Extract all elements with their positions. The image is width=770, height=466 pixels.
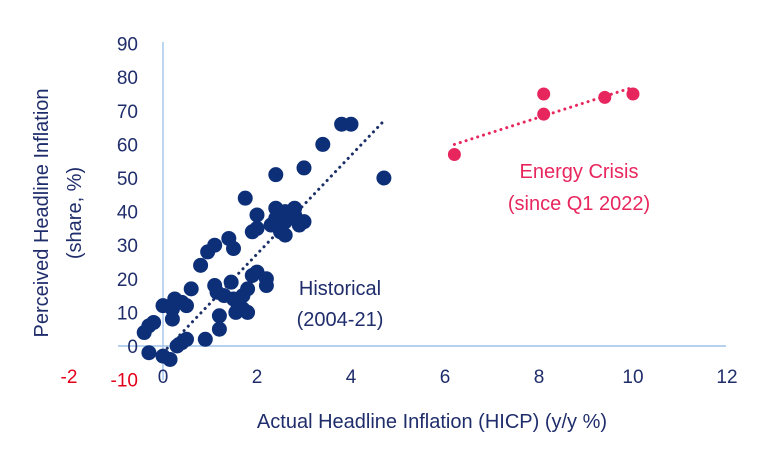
x-tick-labels: -2 0 2 4 6 8 10 12 — [61, 367, 738, 388]
historical-point — [193, 257, 209, 273]
y-tick-label: 90 — [117, 35, 138, 56]
x-tick-label: 0 — [158, 367, 169, 388]
x-axis-title: Actual Headline Inflation (HICP) (y/y %) — [257, 411, 607, 433]
y-tick-label: 80 — [117, 68, 138, 89]
historical-point — [268, 167, 284, 183]
x-tick-label: 12 — [716, 367, 737, 388]
historical-point — [164, 311, 180, 327]
historical-point — [249, 207, 265, 223]
historical-point — [315, 136, 331, 152]
x-tick-label: -2 — [61, 367, 78, 388]
historical-point — [146, 314, 162, 330]
annotations: Historical (2004-21) Energy Crisis (since Q… — [297, 161, 651, 331]
historical-point — [183, 281, 199, 297]
energy-point — [537, 87, 551, 101]
historical-annotation: Historical — [299, 278, 381, 300]
historical-point — [223, 274, 239, 290]
energy-annotation: (since Q1 2022) — [508, 193, 650, 215]
historical-point — [141, 345, 157, 361]
energy-annotation: Energy Crisis — [520, 161, 639, 183]
historical-point — [207, 237, 223, 253]
axes — [118, 42, 726, 380]
historical-point — [179, 298, 194, 314]
energy-point — [598, 90, 612, 104]
x-tick-label: 6 — [440, 367, 451, 388]
y-axis-title-line: Perceived Headline Inflation — [31, 88, 53, 337]
y-tick-label: 60 — [117, 135, 138, 156]
y-tick-label: 50 — [117, 169, 138, 190]
historical-point — [287, 200, 303, 216]
historical-point — [343, 116, 359, 132]
y-tick-labels: -10 0 10 20 30 40 50 60 70 80 90 — [111, 35, 138, 392]
y-axis-title: Perceived Headline Inflation (share, %) — [31, 88, 86, 337]
historical-point — [249, 220, 265, 236]
x-tick-label: 8 — [534, 367, 545, 388]
x-tick-label: 4 — [346, 367, 357, 388]
historical-point — [240, 281, 256, 297]
y-tick-label: 0 — [127, 337, 138, 358]
historical-point — [376, 170, 392, 186]
historical-point — [296, 214, 312, 230]
energy-point — [626, 87, 640, 101]
y-tick-label: 20 — [117, 270, 138, 291]
y-tick-label: 40 — [117, 203, 138, 224]
x-tick-label: 2 — [252, 367, 263, 388]
historical-point — [169, 338, 185, 354]
x-tick-label: 10 — [622, 367, 643, 388]
historical-point — [162, 351, 178, 367]
historical-point — [211, 308, 227, 324]
historical-point — [237, 190, 253, 206]
y-axis-title-line: (share, %) — [64, 167, 86, 259]
energy-trend-line — [452, 85, 635, 146]
historical-point — [226, 241, 241, 257]
energy-point — [537, 107, 551, 121]
y-tick-label: 10 — [117, 303, 138, 324]
energy-point — [447, 147, 461, 161]
historical-point — [197, 331, 213, 347]
data-points — [136, 87, 640, 367]
historical-point — [211, 321, 227, 337]
y-tick-label: 30 — [117, 236, 138, 257]
y-tick-label: -10 — [111, 371, 138, 392]
historical-point — [240, 304, 256, 320]
historical-annotation: (2004-21) — [297, 309, 384, 331]
historical-point — [277, 227, 293, 243]
trend-lines — [161, 85, 635, 355]
y-tick-label: 70 — [117, 102, 138, 123]
historical-point — [296, 160, 312, 176]
historical-trend-line — [161, 119, 386, 355]
historical-point — [258, 271, 274, 287]
